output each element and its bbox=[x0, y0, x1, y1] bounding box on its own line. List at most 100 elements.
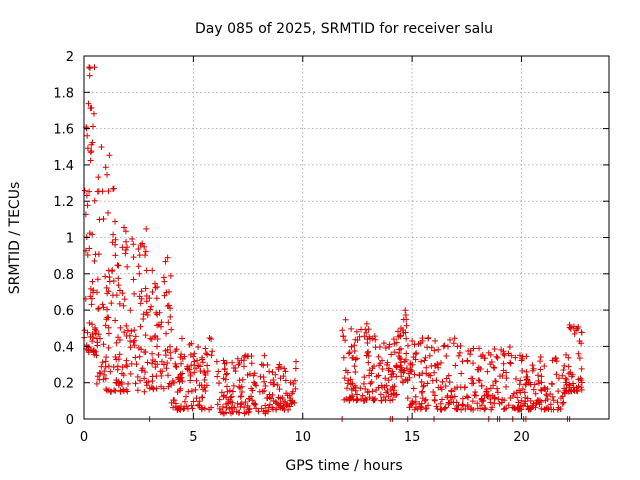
data-point bbox=[102, 322, 109, 329]
data-point bbox=[177, 403, 184, 410]
data-point bbox=[345, 350, 352, 357]
data-point bbox=[361, 374, 368, 381]
data-point bbox=[402, 311, 409, 318]
data-point bbox=[423, 364, 430, 371]
data-point bbox=[93, 380, 100, 387]
data-point bbox=[204, 351, 211, 358]
data-point bbox=[487, 395, 494, 402]
data-point bbox=[230, 382, 237, 389]
data-point bbox=[489, 404, 496, 411]
data-point bbox=[84, 251, 91, 258]
data-point bbox=[509, 393, 516, 400]
data-point bbox=[453, 399, 460, 406]
data-point bbox=[222, 376, 229, 383]
data-point bbox=[142, 248, 149, 255]
data-point bbox=[105, 267, 112, 274]
data-point bbox=[524, 395, 531, 402]
data-point bbox=[521, 400, 528, 407]
data-point bbox=[452, 362, 459, 369]
data-point bbox=[339, 327, 346, 334]
data-point bbox=[422, 354, 429, 361]
data-point bbox=[369, 365, 376, 372]
data-point bbox=[163, 330, 170, 337]
y-tick-label: 0.8 bbox=[53, 268, 74, 283]
data-point bbox=[575, 383, 582, 390]
data-point bbox=[120, 302, 127, 309]
data-point bbox=[193, 365, 200, 372]
data-point bbox=[575, 350, 582, 357]
data-point bbox=[197, 363, 204, 370]
data-point bbox=[434, 361, 441, 368]
x-axis-label: GPS time / hours bbox=[285, 458, 402, 474]
data-point bbox=[201, 369, 208, 376]
data-point bbox=[435, 384, 442, 391]
data-point bbox=[172, 400, 179, 407]
data-point bbox=[281, 365, 288, 372]
data-point bbox=[178, 360, 185, 367]
y-tick-label: 1.4 bbox=[53, 159, 74, 174]
data-point bbox=[371, 397, 378, 404]
data-point bbox=[408, 367, 415, 374]
data-point bbox=[183, 393, 190, 400]
data-point bbox=[111, 387, 118, 394]
data-point bbox=[458, 406, 465, 413]
data-point bbox=[538, 379, 545, 386]
data-point bbox=[343, 395, 350, 402]
data-point bbox=[573, 327, 580, 334]
data-point bbox=[245, 409, 252, 416]
data-point bbox=[399, 367, 406, 374]
data-point bbox=[127, 307, 134, 314]
data-point bbox=[494, 385, 501, 392]
data-point bbox=[424, 380, 431, 387]
data-point bbox=[481, 355, 488, 362]
data-point bbox=[272, 406, 279, 413]
data-point bbox=[166, 288, 173, 295]
data-point bbox=[206, 406, 213, 413]
data-point bbox=[149, 356, 156, 363]
data-point bbox=[165, 383, 172, 390]
data-point bbox=[202, 345, 209, 352]
data-point bbox=[559, 372, 566, 379]
data-point bbox=[108, 300, 115, 307]
data-point bbox=[135, 344, 142, 351]
data-point bbox=[440, 343, 447, 350]
data-point bbox=[191, 358, 198, 365]
data-point bbox=[475, 377, 482, 384]
data-point bbox=[391, 392, 398, 399]
y-tick-label: 1 bbox=[66, 232, 74, 247]
data-point bbox=[240, 357, 247, 364]
data-point bbox=[93, 352, 100, 359]
data-point bbox=[557, 406, 564, 413]
data-point bbox=[187, 371, 194, 378]
data-point bbox=[562, 387, 569, 394]
data-point bbox=[162, 347, 169, 354]
data-point bbox=[418, 378, 425, 385]
data-point bbox=[389, 368, 396, 375]
data-point bbox=[554, 399, 561, 406]
data-point bbox=[152, 332, 159, 339]
data-point bbox=[501, 405, 508, 412]
data-point bbox=[130, 241, 137, 248]
data-point bbox=[105, 324, 112, 331]
data-point bbox=[122, 246, 129, 253]
data-point bbox=[118, 381, 125, 388]
data-point bbox=[437, 400, 444, 407]
data-point bbox=[100, 304, 107, 311]
data-point bbox=[390, 370, 397, 377]
data-point bbox=[404, 395, 411, 402]
data-point bbox=[560, 399, 567, 406]
data-point bbox=[221, 392, 228, 399]
data-point bbox=[443, 375, 450, 382]
data-point bbox=[506, 359, 513, 366]
data-point bbox=[262, 402, 269, 409]
data-point bbox=[570, 380, 577, 387]
y-axis-label: SRMTID / TECUs bbox=[7, 182, 23, 295]
data-point bbox=[131, 290, 138, 297]
y-tick-label: 2 bbox=[66, 50, 74, 65]
data-point bbox=[220, 357, 227, 364]
data-point bbox=[389, 396, 396, 403]
data-point bbox=[96, 369, 103, 376]
data-point bbox=[565, 363, 572, 370]
data-point bbox=[136, 270, 143, 277]
data-point bbox=[477, 366, 484, 373]
